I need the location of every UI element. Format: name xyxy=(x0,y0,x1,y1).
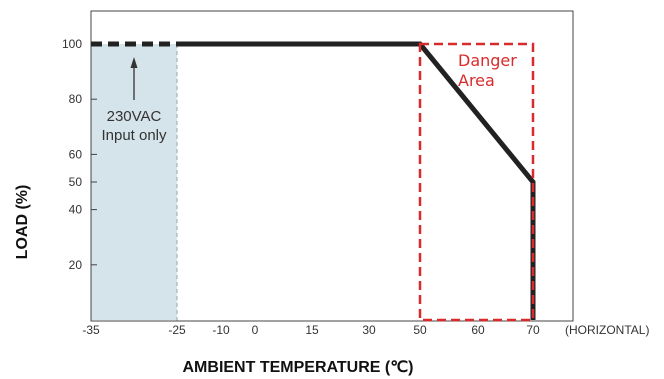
x-tick-label: 15 xyxy=(305,323,319,337)
x-tick-label: 60 xyxy=(471,323,485,337)
x-tick-label: 30 xyxy=(362,323,376,337)
x-tick-label: 0 xyxy=(252,323,259,337)
danger-area-label-line: Danger xyxy=(458,51,517,70)
y-tick-label: 20 xyxy=(69,258,83,272)
y-tick-label: 40 xyxy=(69,203,83,217)
x-tick-label: -25 xyxy=(168,323,186,337)
y-tick-label: 100 xyxy=(62,37,82,51)
plot-frame xyxy=(90,10,574,322)
y-tick-label: 50 xyxy=(69,175,83,189)
danger-area-label: Danger Area xyxy=(458,51,517,90)
annotation-text-line: 230VAC xyxy=(107,108,162,125)
x-tick-label: 70 xyxy=(526,323,540,337)
y-axis-title: LOAD (%) xyxy=(14,185,31,260)
y-tick-label: 80 xyxy=(69,92,83,106)
x-tick-label: -10 xyxy=(212,323,230,337)
x-tick-label: 50 xyxy=(413,323,427,337)
annotation-text-line: Input only xyxy=(101,127,167,144)
danger-area-label-line: Area xyxy=(458,71,495,90)
danger-area-box xyxy=(418,42,535,322)
x-tick-label: -35 xyxy=(82,323,100,337)
x-axis-title: AMBIENT TEMPERATURE (℃) xyxy=(183,359,414,376)
x-axis-note: (HORIZONTAL) xyxy=(565,323,649,337)
annotation-text: 230VAC Input only xyxy=(101,108,167,144)
load-curve xyxy=(177,41,536,320)
y-tick-label: 60 xyxy=(69,147,83,161)
annotation-arrow-head xyxy=(130,57,138,68)
